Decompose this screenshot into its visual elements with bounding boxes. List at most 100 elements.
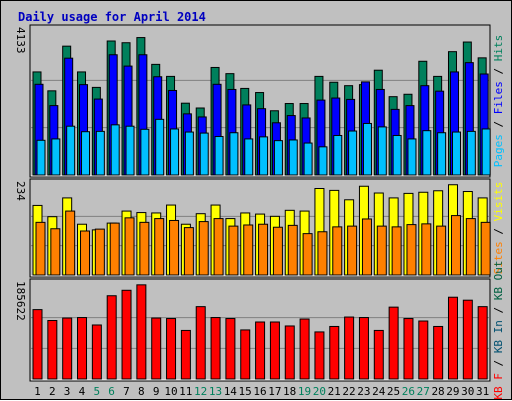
day-label-22: 22 (342, 385, 355, 398)
day-label-8: 8 (138, 385, 145, 398)
legend-item: KB In (492, 320, 505, 353)
bar-sites-day-12 (198, 221, 209, 276)
bar-pages-day-31 (481, 128, 491, 176)
bar-kb-f-day-26 (403, 318, 414, 380)
bar-sites-day-8 (139, 221, 150, 276)
bar-kb-f-day-11 (180, 329, 191, 380)
bar-sites-day-22 (347, 225, 358, 276)
day-label-14: 14 (224, 385, 238, 398)
day-label-12: 12 (194, 385, 207, 398)
bar-kb-f-day-1 (32, 309, 43, 380)
day-label-15: 15 (239, 385, 252, 398)
bar-pages-day-4 (81, 131, 91, 176)
bar-kb-f-day-10 (166, 318, 177, 380)
bar-kb-f-day-8 (136, 284, 147, 380)
legend-item: Sites (492, 241, 505, 274)
bar-kb-f-day-30 (462, 299, 473, 380)
bar-pages-day-20 (318, 146, 328, 176)
bar-kb-f-day-12 (195, 306, 206, 380)
day-label-3: 3 (64, 385, 71, 398)
bar-sites-day-17 (272, 226, 283, 276)
bar-kb-f-day-16 (255, 321, 266, 380)
bar-pages-day-13 (214, 136, 224, 176)
day-label-16: 16 (253, 385, 266, 398)
bar-sites-day-14 (228, 225, 239, 276)
bar-kb-f-day-6 (106, 295, 117, 380)
day-label-2: 2 (49, 385, 56, 398)
bar-pages-day-30 (466, 130, 476, 176)
bar-kb-f-day-25 (388, 306, 399, 380)
bar-pages-day-5 (95, 130, 105, 176)
bar-sites-day-24 (376, 225, 387, 276)
bar-sites-day-7 (124, 217, 135, 276)
day-label-18: 18 (283, 385, 296, 398)
bar-kb-f-day-7 (121, 289, 132, 380)
legend-item: Hits (492, 35, 505, 62)
legend-middle: Sites / Visits (492, 182, 505, 275)
bar-kb-f-day-4 (77, 317, 88, 380)
max-label-top: 4133 (14, 27, 27, 54)
bar-pages-day-18 (288, 139, 298, 176)
day-label-24: 24 (372, 385, 386, 398)
legend-item: KB Out (492, 260, 505, 300)
bar-sites-day-11 (183, 227, 194, 276)
bar-sites-day-19 (302, 233, 313, 276)
legend-item: Pages (492, 134, 505, 167)
bar-kb-f-day-3 (62, 317, 73, 380)
bar-pages-day-2 (51, 138, 61, 176)
day-label-30: 30 (461, 385, 474, 398)
day-label-1: 1 (34, 385, 41, 398)
bar-kb-f-day-20 (314, 331, 325, 380)
day-label-25: 25 (387, 385, 400, 398)
legend-item: / (492, 114, 505, 134)
bar-kb-f-day-18 (284, 325, 295, 380)
bar-pages-day-26 (407, 138, 417, 176)
max-label-middle: 234 (14, 181, 27, 201)
bar-kb-f-day-29 (447, 296, 458, 380)
bar-sites-day-23 (361, 218, 372, 276)
bar-sites-day-10 (169, 219, 180, 276)
bar-sites-day-30 (465, 218, 476, 276)
day-label-19: 19 (298, 385, 311, 398)
day-label-29: 29 (446, 385, 459, 398)
bar-sites-day-1 (35, 221, 46, 276)
legend-bottom: KB F / KB In / KB Out (492, 260, 505, 399)
bar-kb-f-day-22 (344, 316, 355, 380)
max-label-bottom: 185622 (14, 281, 27, 321)
bar-pages-day-29 (451, 131, 461, 176)
day-label-5: 5 (93, 385, 100, 398)
legend-item: Visits (492, 182, 505, 222)
bar-pages-day-9 (155, 118, 165, 176)
bar-pages-day-3 (66, 125, 76, 176)
bar-sites-day-4 (80, 230, 91, 276)
bar-sites-day-26 (406, 224, 417, 276)
bar-sites-day-21 (332, 226, 343, 276)
bar-sites-day-13 (213, 218, 224, 276)
bar-kb-f-day-9 (151, 317, 162, 380)
bar-kb-f-day-23 (358, 317, 369, 380)
bar-pages-day-6 (110, 124, 120, 176)
bar-kb-f-day-2 (47, 320, 58, 380)
bar-sites-day-27 (421, 223, 432, 276)
bar-pages-day-1 (36, 139, 46, 176)
legend-item: / (492, 300, 505, 320)
bar-pages-day-23 (362, 122, 372, 176)
bar-pages-day-25 (392, 134, 402, 176)
bar-pages-day-12 (199, 132, 209, 176)
bar-kb-f-day-21 (329, 325, 340, 380)
bar-pages-day-28 (437, 132, 447, 176)
bar-pages-day-8 (140, 128, 150, 176)
day-label-27: 27 (417, 385, 430, 398)
bar-sites-day-2 (50, 228, 61, 276)
bar-sites-day-25 (391, 226, 402, 276)
bar-pages-day-14 (229, 132, 239, 176)
day-label-4: 4 (79, 385, 86, 398)
day-label-6: 6 (108, 385, 115, 398)
day-label-26: 26 (402, 385, 415, 398)
bar-pages-day-17 (273, 140, 283, 176)
day-label-23: 23 (357, 385, 370, 398)
bar-kb-f-day-13 (210, 317, 221, 380)
bar-sites-day-28 (436, 225, 447, 276)
